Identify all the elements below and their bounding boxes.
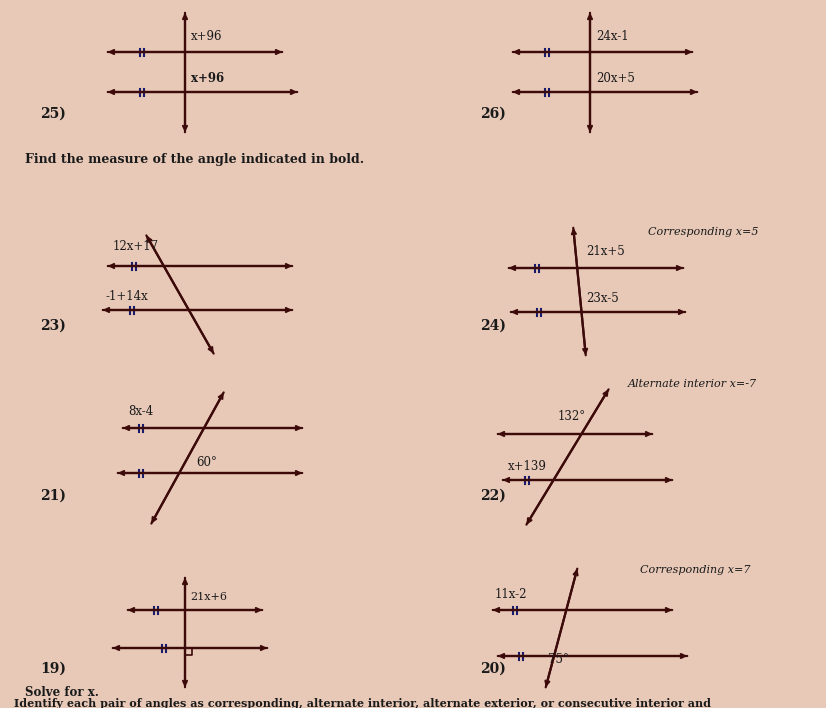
Text: x+96: x+96 xyxy=(191,30,222,43)
Text: 23): 23) xyxy=(40,319,66,333)
Text: Alternate interior x=-7: Alternate interior x=-7 xyxy=(628,379,757,389)
Text: 24): 24) xyxy=(480,319,506,333)
Text: 8x-4: 8x-4 xyxy=(128,405,154,418)
Text: 12x+17: 12x+17 xyxy=(113,240,159,253)
Text: 75°: 75° xyxy=(548,653,569,666)
Text: Corresponding x=7: Corresponding x=7 xyxy=(640,565,751,575)
Text: 132°: 132° xyxy=(558,410,586,423)
Text: Find the measure of the angle indicated in bold.: Find the measure of the angle indicated … xyxy=(25,153,364,166)
Text: x+139: x+139 xyxy=(508,460,547,473)
Text: Corresponding x=5: Corresponding x=5 xyxy=(648,227,758,237)
Text: 26): 26) xyxy=(480,107,506,121)
Text: 21x+6: 21x+6 xyxy=(190,592,227,602)
Text: 60°: 60° xyxy=(196,456,217,469)
Text: 22): 22) xyxy=(480,489,506,503)
Text: -1+14x: -1+14x xyxy=(105,290,148,303)
Text: 19): 19) xyxy=(40,662,66,676)
Text: 23x-5: 23x-5 xyxy=(586,292,619,305)
Text: 20): 20) xyxy=(480,662,506,676)
Text: 24x-1: 24x-1 xyxy=(596,30,629,43)
Text: x+96: x+96 xyxy=(191,72,224,85)
Text: Solve for x.: Solve for x. xyxy=(25,686,99,699)
Text: 20x+5: 20x+5 xyxy=(596,72,635,85)
Text: 25): 25) xyxy=(40,107,66,121)
Text: 21): 21) xyxy=(40,489,66,503)
Text: Identify each pair of angles as corresponding, alternate interior, alternate ext: Identify each pair of angles as correspo… xyxy=(14,698,711,708)
Text: 21x+5: 21x+5 xyxy=(586,245,624,258)
Text: 11x-2: 11x-2 xyxy=(495,588,528,601)
